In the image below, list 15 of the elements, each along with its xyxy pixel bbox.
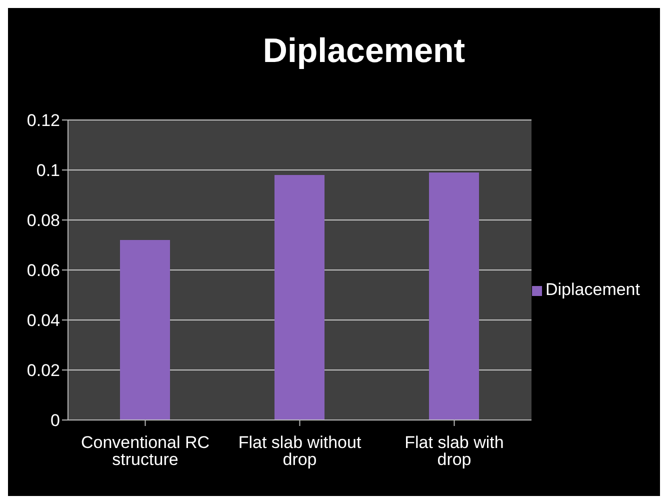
chart-title: Diplacement [262,31,466,72]
legend-label: Diplacement [546,280,640,299]
y-tick-label: 0.1 [36,161,60,180]
y-tick-label: 0.12 [26,111,60,130]
bar [429,172,479,420]
y-tick-label: 0 [50,411,60,430]
x-tick-label: Flat slab with drop [404,433,504,470]
y-tick-label: 0.04 [26,311,60,330]
bar [120,240,170,420]
y-tick-label: 0.02 [26,361,60,380]
x-tick-label: Flat slab without drop [238,433,362,470]
x-tick-label: Conventional RC structure [80,433,210,470]
y-tick-label: 0.06 [26,261,60,280]
bar [274,175,324,420]
y-tick-label: 0.08 [26,211,60,230]
